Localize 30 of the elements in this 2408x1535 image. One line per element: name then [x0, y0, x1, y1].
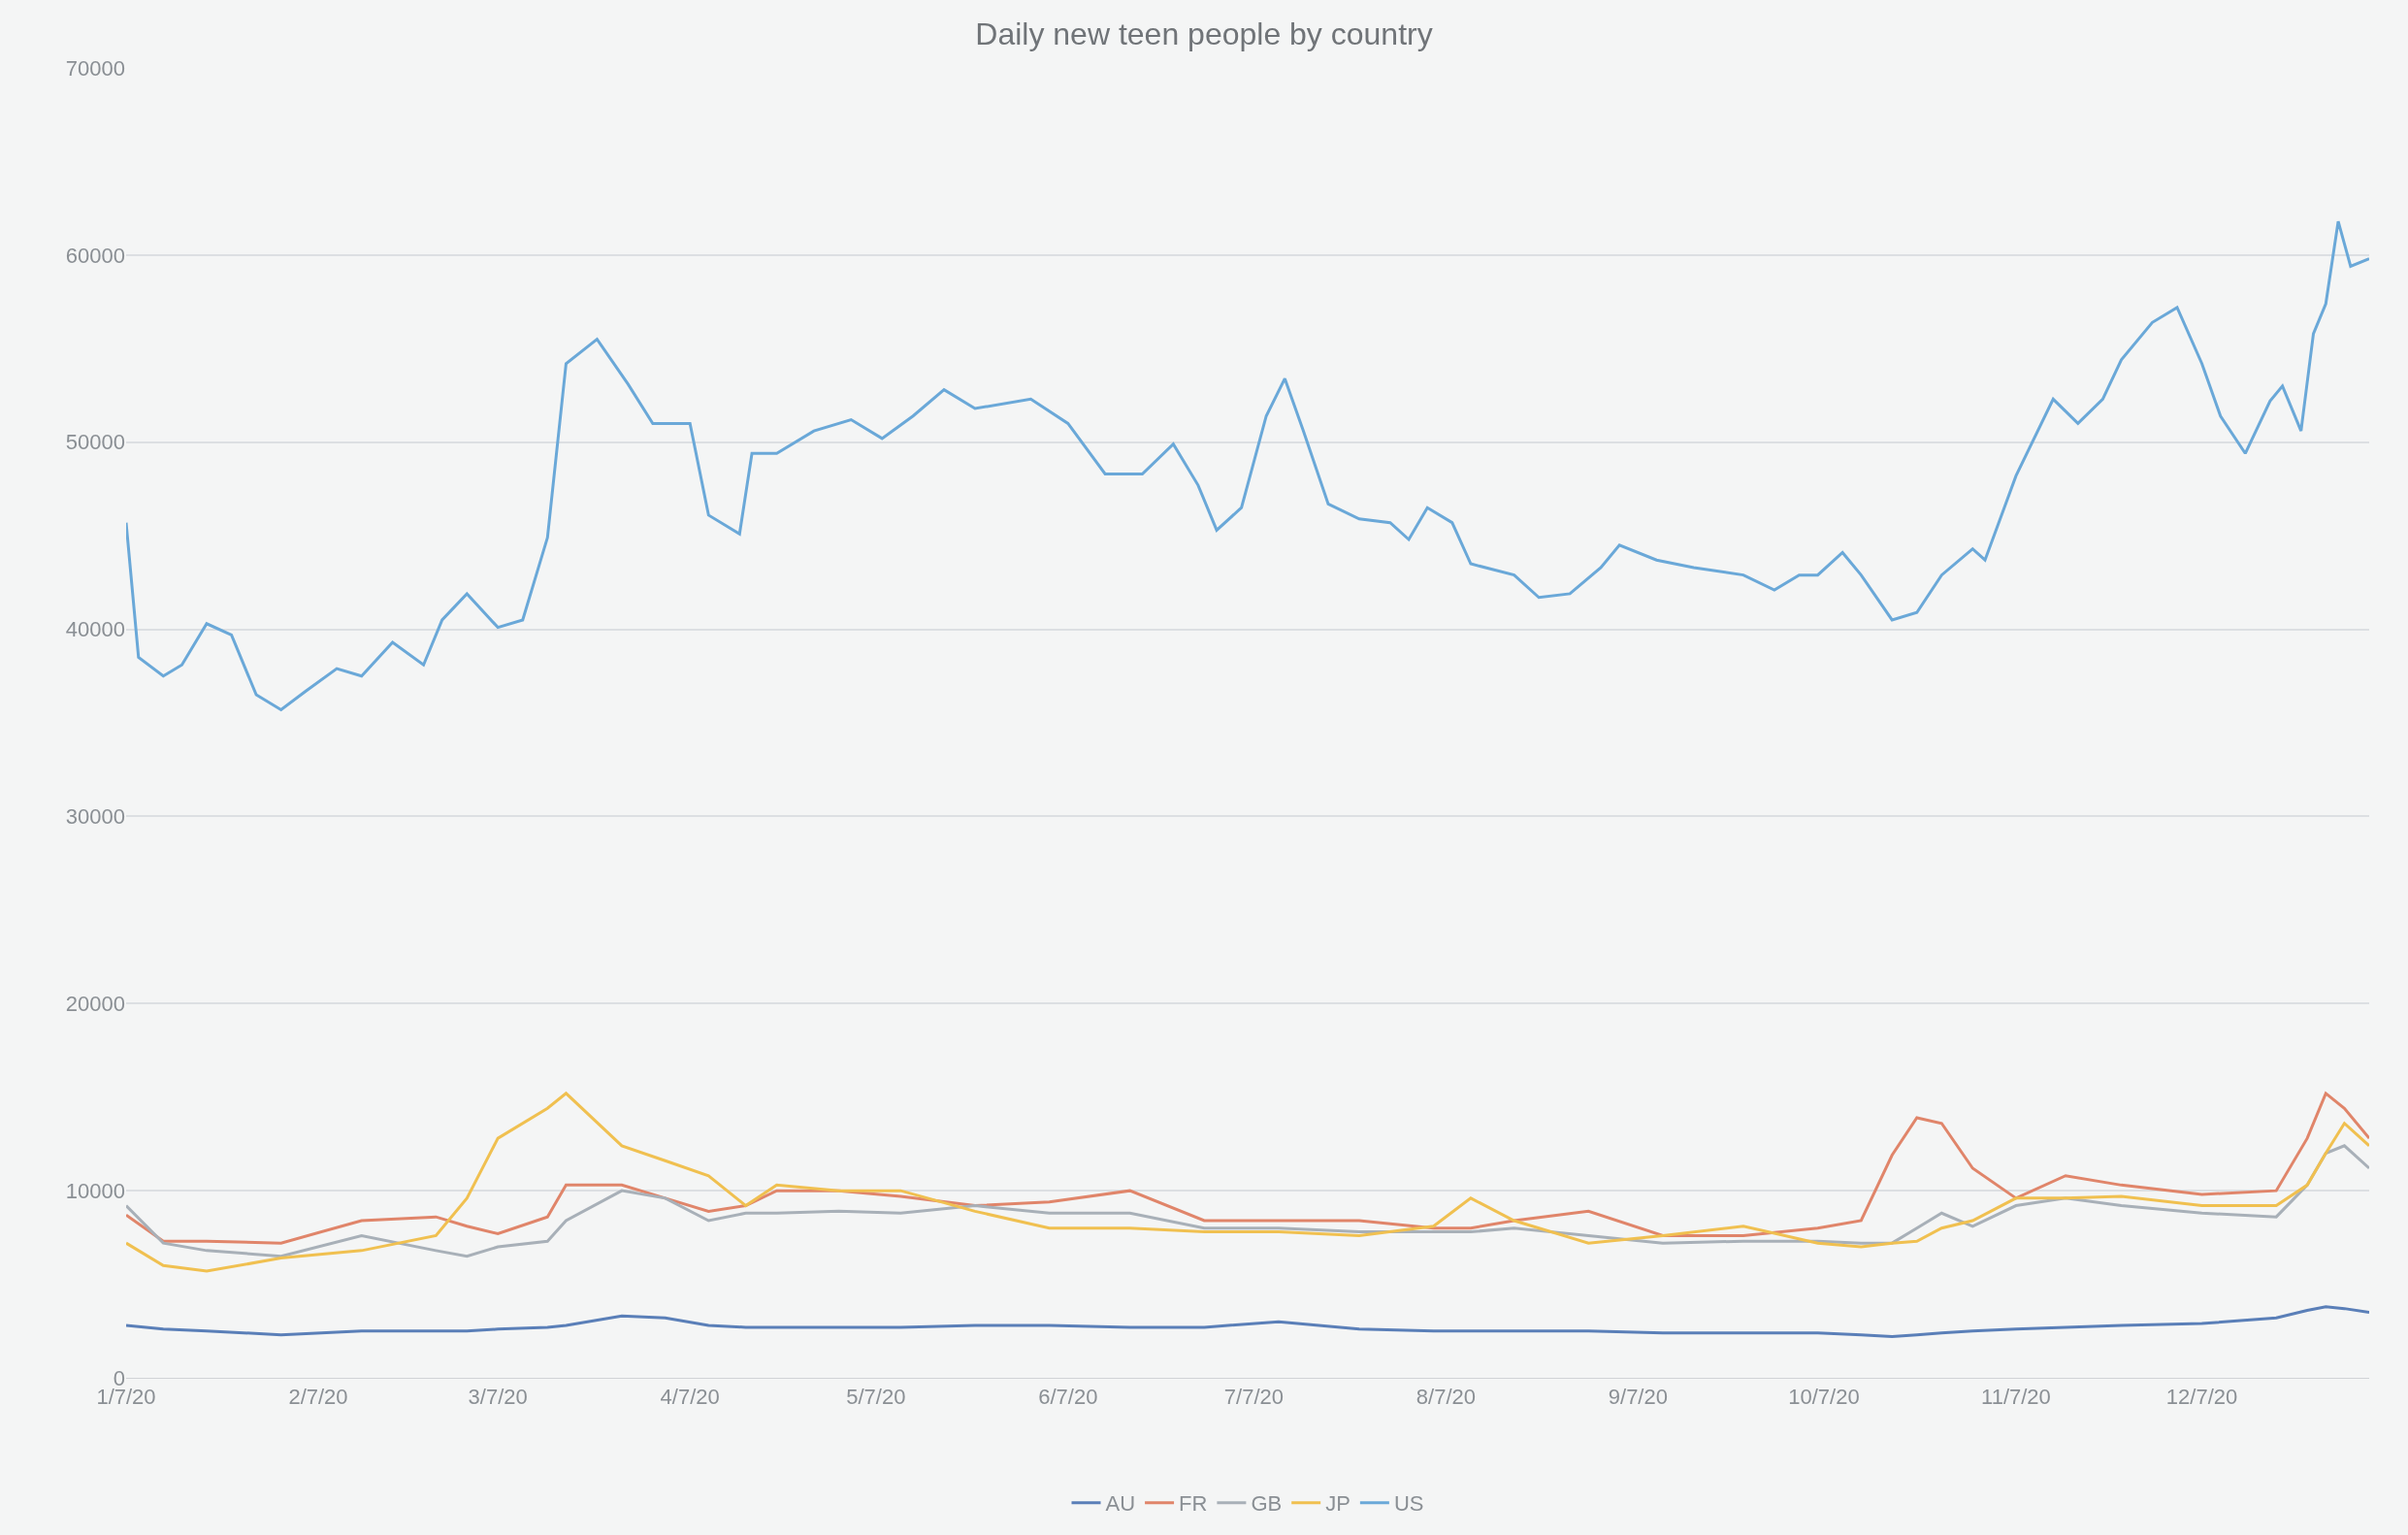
legend-label: FR [1179, 1491, 1208, 1517]
line-series [126, 1144, 2369, 1258]
y-tick-label: 10000 [65, 1178, 125, 1203]
x-tick-label: 4/7/20 [660, 1385, 720, 1410]
line-series [126, 1305, 2369, 1339]
x-tick-label: 11/7/20 [1981, 1385, 2051, 1410]
x-tick-label: 3/7/20 [468, 1385, 528, 1410]
x-tick-label: 9/7/20 [1608, 1385, 1668, 1410]
y-tick-label: 30000 [65, 804, 125, 830]
line-series [126, 1092, 2369, 1245]
x-tick-label: 10/7/20 [1788, 1385, 1860, 1410]
x-tick-label: 8/7/20 [1416, 1385, 1476, 1410]
legend-label: US [1393, 1491, 1424, 1517]
line-series [126, 1092, 2369, 1273]
y-tick-label: 60000 [65, 243, 125, 268]
y-tick-label: 50000 [65, 430, 125, 455]
chart-title: Daily new teen people by country [975, 16, 1433, 52]
legend-label: GB [1251, 1491, 1283, 1517]
x-tick-label: 6/7/20 [1038, 1385, 1098, 1410]
y-tick-label: 20000 [65, 991, 125, 1016]
legend-label: AU [1105, 1491, 1136, 1517]
x-tick-label: 1/7/20 [96, 1385, 156, 1410]
y-tick-label: 40000 [65, 617, 125, 642]
x-tick-label: 2/7/20 [288, 1385, 348, 1410]
line-series [126, 219, 2369, 711]
x-tick-label: 7/7/20 [1223, 1385, 1284, 1410]
x-tick-label: 5/7/20 [846, 1385, 906, 1410]
y-tick-label: 70000 [65, 55, 125, 81]
x-tick-label: 12/7/20 [2165, 1385, 2238, 1410]
legend-label: JP [1325, 1491, 1350, 1517]
